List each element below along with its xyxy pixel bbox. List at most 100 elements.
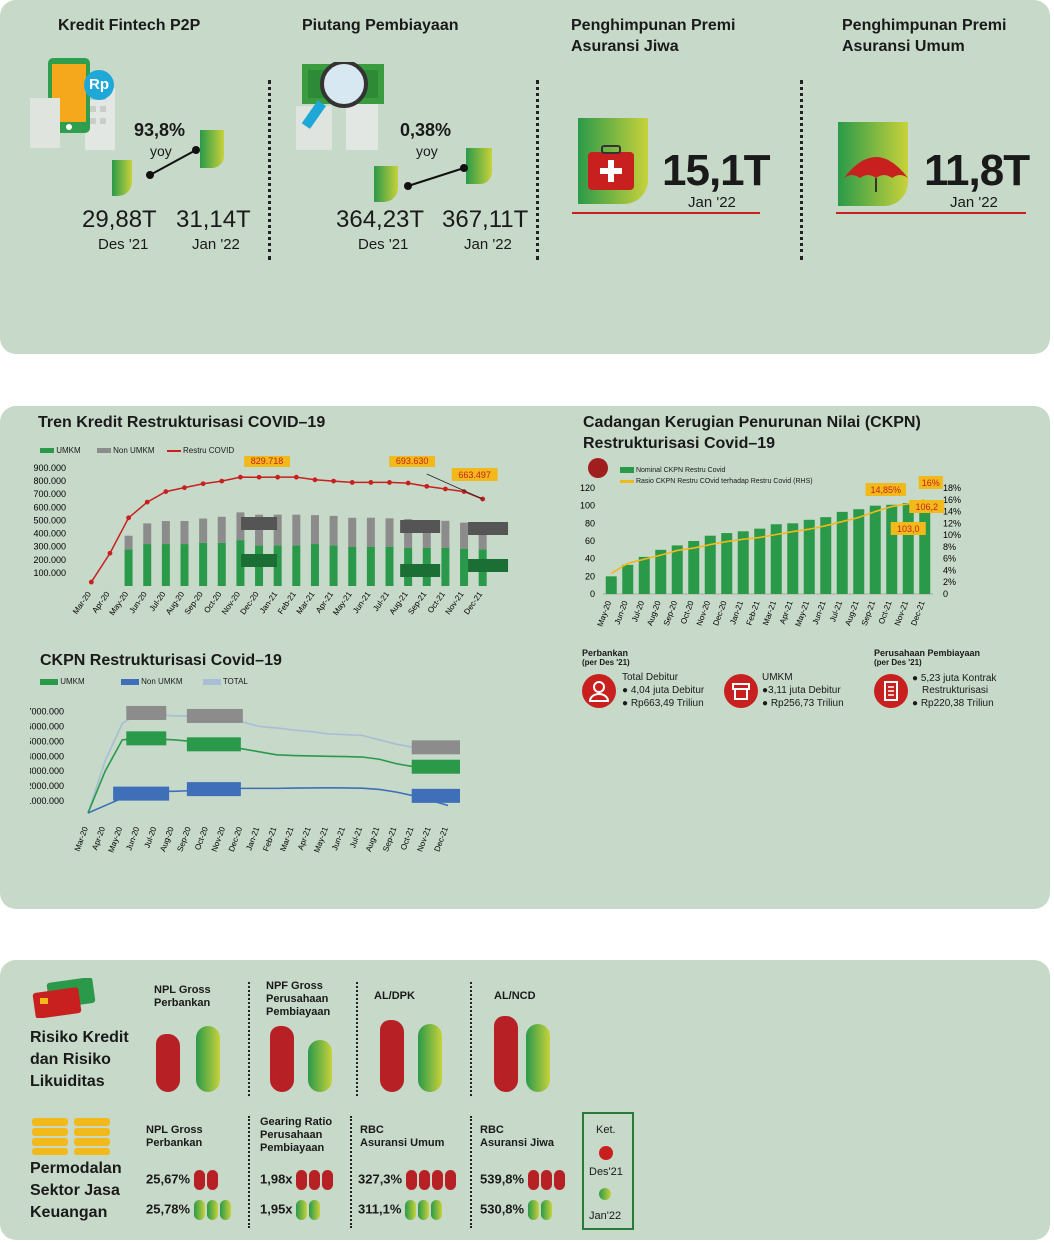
shop-icon (724, 674, 758, 708)
legend-umkm-2: UMKM (60, 677, 85, 686)
ckpn-bar (886, 504, 898, 594)
umkm-bar (329, 545, 338, 586)
nonumkm-label-box (411, 788, 460, 803)
restru-point (107, 550, 113, 556)
callout-16-bg (918, 476, 943, 489)
x-tick-label: Dec-21 (433, 825, 450, 853)
perbankan-title: Perbankan (582, 648, 629, 658)
des-pill (193, 1170, 205, 1190)
restru-point (88, 579, 94, 585)
legend-swatch-total (202, 678, 221, 685)
jan-pill (540, 1200, 552, 1220)
alncd-label: AL/NCD (494, 990, 536, 1002)
x-tick-label: May-21 (312, 825, 330, 854)
restru-point (424, 483, 430, 489)
chart3-title: CKPN Restrukturisasi Covid–19 (40, 652, 282, 669)
rbcj-v2-text: 530,8% (480, 1201, 525, 1217)
x-tick-label: Feb-21 (261, 825, 278, 852)
restru-point (275, 474, 281, 480)
cards-icon (30, 977, 100, 1019)
aldpk-des-bar (380, 1020, 404, 1092)
umkm-bar (217, 542, 226, 586)
pp-sub: (per Des '21) (874, 658, 922, 667)
nonumkm-bar (366, 517, 375, 547)
piutang-d2: Jan '22 (464, 236, 512, 253)
x-tick-label: Jul-21 (828, 599, 844, 623)
x-tick-label: Dec-20 (711, 599, 728, 627)
x-tick-label: May-20 (596, 599, 614, 628)
pp-l3: ● Rp220,38 Triliun (912, 698, 994, 709)
chart1-legend: UMKM Non UMKM Restru COVID (40, 446, 234, 455)
user-icon (582, 674, 616, 708)
y-tick-label: 100.000 (33, 568, 66, 578)
y2-tick-label: 16% (943, 495, 961, 505)
legend-ckpn: Nominal CKPN Restru Covid (635, 467, 726, 474)
umum-title-1: Penghimpunan Premi (842, 17, 1007, 34)
gearing-v2: 1,95x (260, 1200, 321, 1220)
info-umkm: UMKM ●3,11 juta Debitur ● Rp256,73 Trili… (724, 668, 874, 718)
ckpn-bar (638, 556, 650, 594)
restru-line (90, 476, 483, 583)
key-title: Ket. (596, 1124, 616, 1136)
nonumkm-bar (478, 526, 487, 550)
capital-title-2: Sektor Jasa (30, 1182, 120, 1199)
umkm-bar (348, 546, 357, 586)
npf-jan-bar (308, 1040, 332, 1092)
jan-pill (219, 1200, 231, 1220)
des-pill (322, 1170, 334, 1190)
y-tick-label: 7000.000 (30, 706, 64, 716)
chart2-legend: Nominal CKPN Restru Covid Rasio CKPN Res… (620, 465, 813, 487)
alncd-des-bar (494, 1016, 518, 1092)
callout-1485-bg (865, 483, 906, 496)
y2-tick-label: 0 (943, 589, 948, 599)
x-tick-label: Jun-20 (613, 599, 630, 626)
nonumkm-bar (217, 516, 226, 543)
nonumkm-bar (422, 520, 431, 548)
fintech-v2: 31,14T (176, 206, 251, 233)
ckpn-bar (820, 517, 832, 594)
umkm-l2-text: Rp256,73 Triliun (770, 698, 844, 709)
umkm-label-box (186, 737, 241, 752)
umkm-bar (143, 544, 152, 586)
cap-npl-v1: 25,67% (146, 1170, 218, 1190)
npf-l3: Pembiayaan (266, 1006, 331, 1018)
perbankan-sub: (per Des '21) (582, 658, 630, 667)
separator (350, 1116, 352, 1228)
coins-icon (30, 1116, 114, 1156)
gearing-v1-text: 1,98x (260, 1171, 293, 1187)
x-tick-label: Oct-20 (679, 599, 696, 625)
x-tick-label: Jul-21 (348, 825, 364, 849)
restru-point (144, 499, 150, 505)
ckpn-bar (704, 535, 716, 594)
cap-npl-v2-text: 25,78% (146, 1201, 191, 1217)
npl-des-bar (156, 1034, 180, 1092)
x-tick-label: Apr-21 (778, 599, 795, 625)
x-tick-label: Jun-21 (351, 590, 373, 616)
y-tick-label: 20 (585, 571, 595, 581)
y2-tick-label: 4% (943, 565, 956, 575)
x-tick-label: Apr-21 (296, 825, 313, 851)
x-tick-label: Jan-21 (728, 599, 745, 626)
x-tick-label: Mar-20 (71, 590, 93, 616)
umkm-label-box (411, 759, 460, 774)
piutang-title: Piutang Pembiayaan (302, 17, 459, 34)
x-tick-label: Aug-21 (843, 599, 860, 627)
legend-swatch-umkm-2 (40, 678, 58, 685)
key-box: Ket. Des'21 Jan'22 (582, 1112, 634, 1230)
umkm-label-box (468, 559, 509, 572)
key-jan: Jan'22 (589, 1210, 622, 1222)
restru-point (126, 515, 131, 521)
umkm-bar (161, 544, 170, 586)
callout-693630: 693.630 (396, 456, 429, 466)
magnifier-icon (296, 60, 388, 152)
des-pill (206, 1170, 218, 1190)
npl-jan-bar (196, 1026, 220, 1092)
jiwa-date: Jan '22 (688, 194, 736, 211)
x-tick-label: May-20 (107, 825, 125, 854)
chart3-svg: 7000.000 6000.000 5000.000 4000.000 3000.000… (30, 705, 460, 854)
y-tick-label: 400.000 (33, 529, 66, 539)
umkm-bar (460, 548, 469, 586)
rbcu-v2: 311,1% (358, 1200, 442, 1220)
umkm-title: UMKM (762, 672, 793, 683)
separator (248, 1116, 250, 1228)
